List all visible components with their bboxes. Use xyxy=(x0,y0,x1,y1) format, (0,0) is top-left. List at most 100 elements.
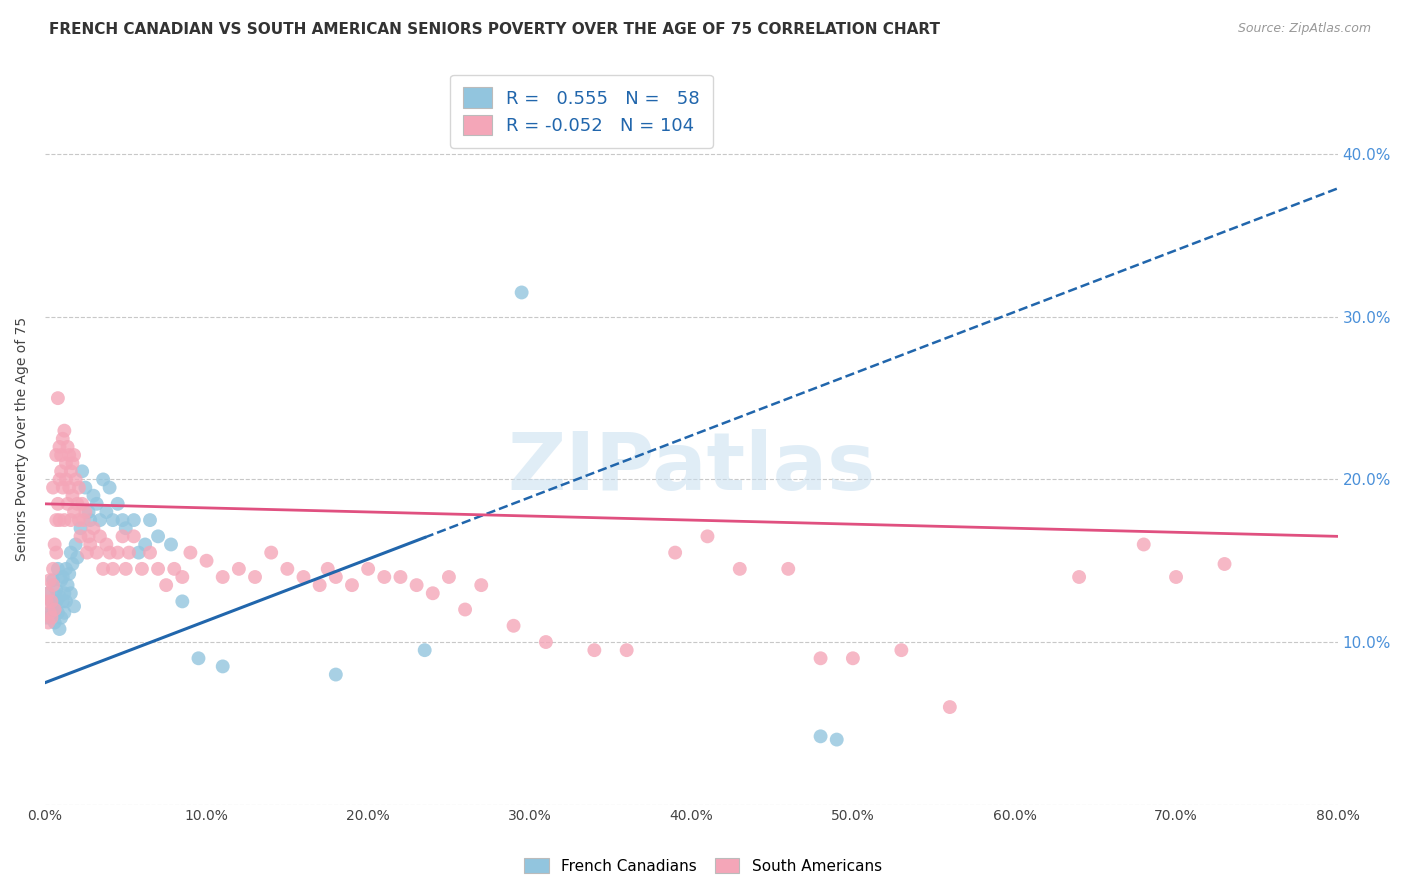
Point xyxy=(35,594,58,608)
Point xyxy=(44,615,66,630)
Point xyxy=(42,602,65,616)
Point xyxy=(146,562,169,576)
Text: FRENCH CANADIAN VS SOUTH AMERICAN SENIORS POVERTY OVER THE AGE OF 75 CORRELATION: FRENCH CANADIAN VS SOUTH AMERICAN SENIOR… xyxy=(49,22,941,37)
Point xyxy=(52,594,75,608)
Point xyxy=(308,578,330,592)
Point xyxy=(56,578,79,592)
Point xyxy=(44,537,66,551)
Point xyxy=(66,550,89,565)
Point xyxy=(325,667,347,681)
Point xyxy=(52,432,75,446)
Point xyxy=(55,562,77,576)
Point xyxy=(52,570,75,584)
Point xyxy=(111,513,134,527)
Point xyxy=(405,578,427,592)
Point xyxy=(67,513,90,527)
Point xyxy=(122,513,145,527)
Point xyxy=(45,513,67,527)
Point xyxy=(63,505,86,519)
Point xyxy=(890,643,912,657)
Point xyxy=(48,440,70,454)
Point xyxy=(98,546,121,560)
Point xyxy=(810,729,832,743)
Point xyxy=(41,594,63,608)
Point xyxy=(155,578,177,592)
Point xyxy=(45,582,67,597)
Point xyxy=(128,546,150,560)
Point xyxy=(86,497,108,511)
Point xyxy=(107,497,129,511)
Point xyxy=(357,562,380,576)
Point xyxy=(172,570,194,584)
Point xyxy=(260,546,283,560)
Point xyxy=(1069,570,1091,584)
Point xyxy=(292,570,315,584)
Legend: R =   0.555   N =   58, R = -0.052   N = 104: R = 0.555 N = 58, R = -0.052 N = 104 xyxy=(450,75,713,148)
Point xyxy=(67,481,90,495)
Point xyxy=(79,537,101,551)
Point xyxy=(53,586,76,600)
Point xyxy=(1164,570,1187,584)
Point xyxy=(91,562,114,576)
Point xyxy=(91,472,114,486)
Point xyxy=(38,574,60,588)
Point xyxy=(437,570,460,584)
Point xyxy=(56,440,79,454)
Point xyxy=(422,586,444,600)
Point xyxy=(172,594,194,608)
Point xyxy=(696,529,718,543)
Point xyxy=(55,456,77,470)
Point xyxy=(56,497,79,511)
Point xyxy=(616,643,638,657)
Point xyxy=(131,562,153,576)
Point xyxy=(96,537,118,551)
Point xyxy=(58,481,80,495)
Point xyxy=(139,513,162,527)
Point xyxy=(46,562,69,576)
Point xyxy=(63,599,86,614)
Point xyxy=(77,529,100,543)
Point xyxy=(62,489,84,503)
Point xyxy=(373,570,395,584)
Point xyxy=(228,562,250,576)
Point xyxy=(75,481,97,495)
Point xyxy=(89,529,111,543)
Point xyxy=(728,562,751,576)
Point xyxy=(96,505,118,519)
Point xyxy=(98,481,121,495)
Point xyxy=(86,546,108,560)
Point xyxy=(48,472,70,486)
Point xyxy=(45,448,67,462)
Point xyxy=(59,464,82,478)
Point xyxy=(76,546,98,560)
Point xyxy=(58,448,80,462)
Point xyxy=(160,537,183,551)
Point xyxy=(70,464,93,478)
Point xyxy=(842,651,865,665)
Point xyxy=(114,521,136,535)
Point xyxy=(48,622,70,636)
Point xyxy=(454,602,477,616)
Point xyxy=(42,574,65,588)
Point xyxy=(62,456,84,470)
Point xyxy=(510,285,533,300)
Point xyxy=(48,590,70,604)
Y-axis label: Seniors Poverty Over the Age of 75: Seniors Poverty Over the Age of 75 xyxy=(15,317,30,561)
Point xyxy=(35,610,58,624)
Point xyxy=(55,594,77,608)
Point xyxy=(107,546,129,560)
Point xyxy=(41,594,63,608)
Point xyxy=(276,562,298,576)
Point xyxy=(163,562,186,576)
Point xyxy=(389,570,412,584)
Point xyxy=(825,732,848,747)
Point xyxy=(58,566,80,581)
Point xyxy=(45,594,67,608)
Point xyxy=(325,570,347,584)
Point xyxy=(46,497,69,511)
Point xyxy=(59,586,82,600)
Point xyxy=(211,659,233,673)
Point xyxy=(79,513,101,527)
Point xyxy=(211,570,233,584)
Point xyxy=(53,424,76,438)
